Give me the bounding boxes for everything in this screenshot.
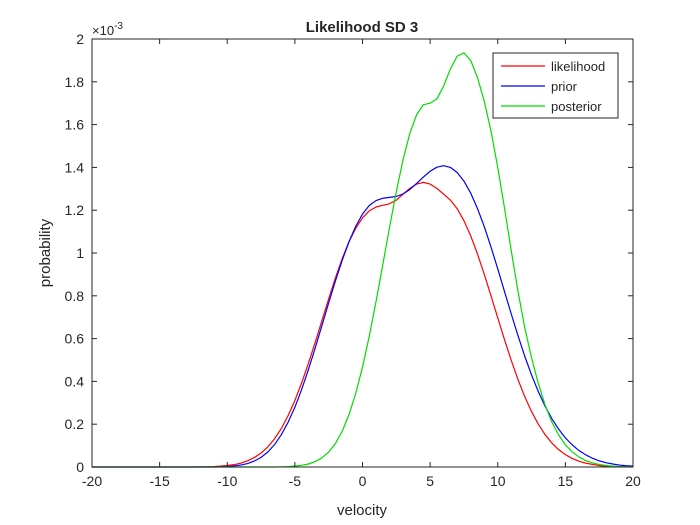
legend: likelihood prior posterior <box>492 52 619 119</box>
y-tick-label: 1.8 <box>65 74 85 90</box>
x-tick-label: 15 <box>558 473 574 489</box>
legend-label: prior <box>551 79 578 94</box>
x-tick-label: -10 <box>217 473 237 489</box>
legend-label: likelihood <box>551 59 605 74</box>
y-axis-ticks: 0 0.2 0.4 0.6 0.8 1 1.2 1.4 1.6 1.8 2 <box>65 31 633 475</box>
y-exponent-label: ×10-3 <box>92 21 123 38</box>
x-tick-label: 0 <box>359 473 367 489</box>
x-tick-label: 5 <box>426 473 434 489</box>
y-tick-label: 1.2 <box>65 202 85 218</box>
y-tick-label: 2 <box>76 31 84 47</box>
x-axis-label: velocity <box>337 502 388 519</box>
y-tick-label: 0 <box>76 459 84 475</box>
x-tick-label: -5 <box>289 473 302 489</box>
x-tick-label: -20 <box>82 473 102 489</box>
y-tick-label: 0.2 <box>65 416 85 432</box>
chart-title: Likelihood SD 3 <box>306 19 419 36</box>
x-tick-label: 10 <box>490 473 506 489</box>
y-tick-label: 0.6 <box>65 331 85 347</box>
y-tick-label: 1.6 <box>65 117 85 133</box>
y-exponent-power: -3 <box>114 21 123 32</box>
y-tick-label: 1.4 <box>65 159 85 175</box>
x-axis-ticks: -20 -15 -10 -5 0 5 10 15 20 <box>82 39 641 489</box>
y-axis-label: probability <box>37 218 54 287</box>
y-tick-label: 1 <box>76 245 84 261</box>
y-tick-label: 0.4 <box>65 373 85 389</box>
x-tick-label: -15 <box>150 473 170 489</box>
y-tick-label: 0.8 <box>65 288 85 304</box>
legend-label: posterior <box>551 99 602 114</box>
x-tick-label: 20 <box>625 473 641 489</box>
